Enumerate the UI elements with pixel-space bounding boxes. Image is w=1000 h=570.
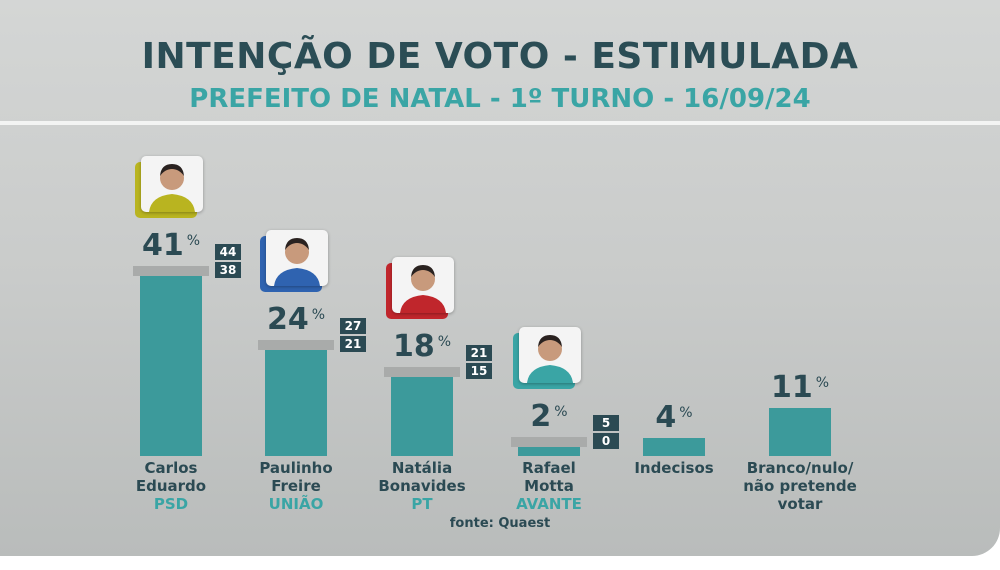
bar-paulinho-freire [265, 350, 327, 456]
bar-natalia-bonavides [391, 376, 453, 456]
candidate-photo-rafael-motta [519, 327, 581, 384]
error-band-natalia-bonavides [384, 366, 460, 377]
hair-shape [160, 163, 184, 176]
shirt-shape [149, 193, 195, 212]
value-number: 24 [266, 302, 309, 338]
bar-indecisos [643, 438, 705, 456]
hair-shape [411, 264, 435, 277]
header-divider [0, 121, 1000, 125]
percent-sign: % [437, 333, 452, 350]
range-low-natalia-bonavides: 15 [466, 362, 492, 379]
value-label-rafael-motta: 2% [499, 399, 599, 435]
value-number: 18 [392, 328, 435, 364]
candidate-photo-natalia-bonavides [392, 256, 454, 313]
chart-subtitle: PREFEITO DE NATAL - 1º TURNO - 16/09/24 [189, 84, 811, 114]
error-band-paulinho-freire [258, 340, 334, 351]
shirt-shape [527, 365, 573, 384]
shirt-shape [274, 268, 320, 287]
candidate-photo-carlos-eduardo [141, 155, 203, 212]
head-shape [411, 266, 435, 291]
range-high-natalia-bonavides: 21 [466, 344, 492, 361]
chart-panel: INTENÇÃO DE VOTO - ESTIMULADA PREFEITO D… [0, 0, 1000, 556]
person-silhouette-icon [400, 264, 446, 313]
head-shape [538, 337, 562, 362]
label-line-1: Rafael [522, 459, 576, 477]
value-number: 11 [770, 369, 813, 405]
person-silhouette-icon [274, 238, 320, 287]
percent-sign: % [186, 232, 201, 249]
category-label-rafael-motta: Rafael Motta AVANTE [469, 459, 629, 513]
value-number: 4 [655, 400, 677, 436]
label-line-1: Natália [391, 459, 453, 477]
label-line-1: Indecisos [634, 459, 714, 477]
shirt-shape [400, 294, 446, 313]
value-label-carlos-eduardo: 41% [121, 227, 221, 263]
party-label: AVANTE [516, 495, 582, 513]
category-label-natalia-bonavides: Natália Bonavides PT [342, 459, 502, 513]
candidate-photo-paulinho-freire [266, 230, 328, 287]
head-shape [285, 240, 309, 265]
label-line-1: Carlos [144, 459, 198, 477]
bar-rafael-motta [518, 447, 580, 456]
person-silhouette-icon [527, 335, 573, 384]
label-line-1: Branco/nulo/ [746, 459, 854, 477]
range-low-rafael-motta: 0 [593, 433, 619, 450]
value-label-branco-nulo-nao-pretende-votar: 11% [750, 369, 850, 405]
party-label: PT [411, 495, 433, 513]
label-line-2: Motta [524, 477, 574, 495]
category-label-paulinho-freire: Paulinho Freire UNIÃO [216, 459, 376, 513]
error-band-carlos-eduardo [133, 265, 209, 276]
range-low-paulinho-freire: 21 [340, 336, 366, 353]
value-label-natalia-bonavides: 18% [372, 328, 472, 364]
percent-sign: % [554, 404, 568, 421]
value-number: 2 [530, 399, 552, 435]
category-label-indecisos: Indecisos [594, 459, 754, 477]
bar-branco-nulo-nao-pretende-votar [769, 407, 831, 456]
party-label: UNIÃO [268, 495, 324, 513]
chart-title: INTENÇÃO DE VOTO - ESTIMULADA [141, 36, 859, 77]
hair-shape [538, 335, 562, 348]
value-label-indecisos: 4% [624, 400, 724, 436]
category-label-carlos-eduardo: Carlos Eduardo PSD [91, 459, 251, 513]
error-band-rafael-motta [511, 437, 587, 448]
bar-carlos-eduardo [140, 275, 202, 456]
label-line-2: não pretende votar [743, 477, 857, 513]
range-low-carlos-eduardo: 38 [215, 261, 241, 278]
label-line-2: Bonavides [378, 477, 466, 495]
party-label: PSD [153, 495, 189, 513]
source-note: fonte: Quaest [449, 516, 551, 531]
category-label-branco-nulo-nao-pretende-votar: Branco/nulo/não pretende votar [720, 459, 880, 513]
percent-sign: % [679, 405, 693, 422]
range-high-rafael-motta: 5 [593, 415, 619, 432]
head-shape [160, 165, 184, 190]
hair-shape [285, 238, 309, 251]
value-label-paulinho-freire: 24% [246, 302, 346, 338]
percent-sign: % [311, 307, 326, 324]
percent-sign: % [815, 374, 830, 391]
range-high-carlos-eduardo: 44 [215, 243, 241, 260]
label-line-1: Paulinho [259, 459, 333, 477]
value-number: 41 [141, 227, 184, 263]
person-silhouette-icon [149, 163, 195, 212]
range-high-paulinho-freire: 27 [340, 318, 366, 335]
label-line-2: Eduardo [135, 477, 207, 495]
label-line-2: Freire [271, 477, 321, 495]
